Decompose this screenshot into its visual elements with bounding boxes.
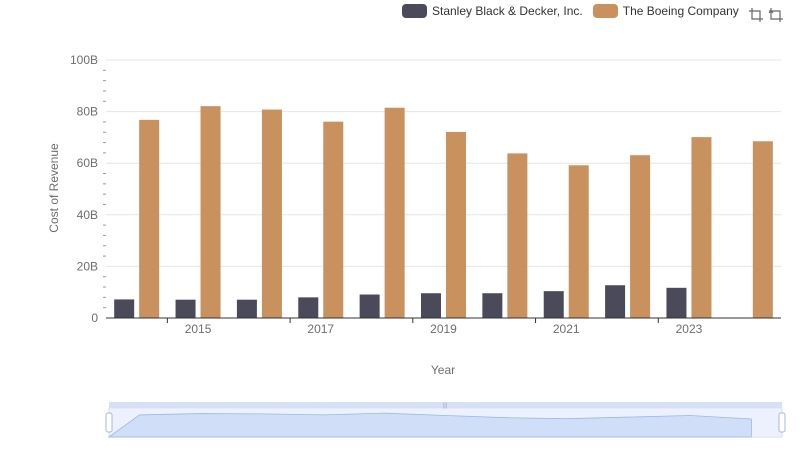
x-tick-label: 2015 bbox=[185, 322, 212, 336]
x-axis-label: Year bbox=[431, 363, 455, 377]
legend-item-stanley[interactable]: Stanley Black & Decker, Inc. bbox=[402, 4, 583, 18]
bar[interactable] bbox=[200, 106, 221, 318]
legend-label-stanley: Stanley Black & Decker, Inc. bbox=[432, 4, 583, 18]
x-tick-label: 2017 bbox=[307, 322, 334, 336]
bar[interactable] bbox=[323, 121, 344, 318]
bar[interactable] bbox=[543, 291, 564, 318]
bar[interactable] bbox=[691, 137, 712, 318]
legend-item-boeing[interactable]: The Boeing Company bbox=[592, 4, 739, 18]
bar[interactable] bbox=[568, 165, 589, 318]
bar[interactable] bbox=[236, 299, 257, 318]
x-tick-label: 2023 bbox=[676, 322, 703, 336]
x-axis: 2015 2017 2019 2021 2023 bbox=[106, 317, 781, 336]
bar[interactable] bbox=[175, 299, 196, 318]
y-tick-label: 60B bbox=[77, 156, 98, 170]
legend-label-boeing: The Boeing Company bbox=[622, 4, 739, 18]
toolbox bbox=[746, 6, 786, 24]
bar[interactable] bbox=[359, 294, 380, 318]
bar[interactable] bbox=[630, 155, 651, 318]
bar[interactable] bbox=[421, 293, 441, 318]
bar[interactable] bbox=[114, 299, 135, 318]
legend: Stanley Black & Decker, Inc. The Boeing … bbox=[402, 4, 749, 18]
bar[interactable] bbox=[139, 119, 160, 318]
data-zoom-top-bar[interactable] bbox=[109, 402, 782, 408]
bar[interactable] bbox=[507, 153, 528, 318]
y-axis-label: Cost of Revenue bbox=[47, 143, 61, 233]
zoom-icon[interactable] bbox=[746, 6, 766, 24]
y-axis-ticks: 0 20B 40B 60B 80B 100B bbox=[70, 53, 106, 325]
y-tick-label: 100B bbox=[70, 53, 98, 67]
y-tick-label: 80B bbox=[77, 105, 98, 119]
zoom-reset-icon[interactable] bbox=[766, 6, 786, 24]
data-zoom-handle-right[interactable] bbox=[778, 412, 786, 433]
bar[interactable] bbox=[384, 107, 405, 318]
bars bbox=[114, 106, 773, 318]
data-zoom-preview-area bbox=[107, 412, 752, 438]
data-zoom-slider[interactable]: ||| bbox=[105, 402, 786, 438]
legend-swatch-boeing bbox=[592, 4, 618, 18]
bar[interactable] bbox=[298, 297, 319, 318]
bar[interactable] bbox=[666, 287, 687, 318]
data-zoom-handle-left[interactable] bbox=[105, 412, 113, 433]
bar[interactable] bbox=[261, 109, 282, 318]
y-tick-label: 20B bbox=[77, 259, 98, 273]
y-tick-label: 0 bbox=[91, 311, 98, 325]
bar[interactable] bbox=[482, 293, 503, 318]
x-tick-label: 2019 bbox=[430, 322, 457, 336]
data-zoom-grip-icon[interactable]: ||| bbox=[443, 403, 448, 409]
bar[interactable] bbox=[605, 285, 626, 318]
x-tick-label: 2021 bbox=[553, 322, 580, 336]
legend-swatch-stanley bbox=[402, 4, 427, 18]
bar[interactable] bbox=[446, 131, 466, 318]
y-tick-label: 40B bbox=[77, 208, 98, 222]
bar[interactable] bbox=[752, 141, 773, 318]
